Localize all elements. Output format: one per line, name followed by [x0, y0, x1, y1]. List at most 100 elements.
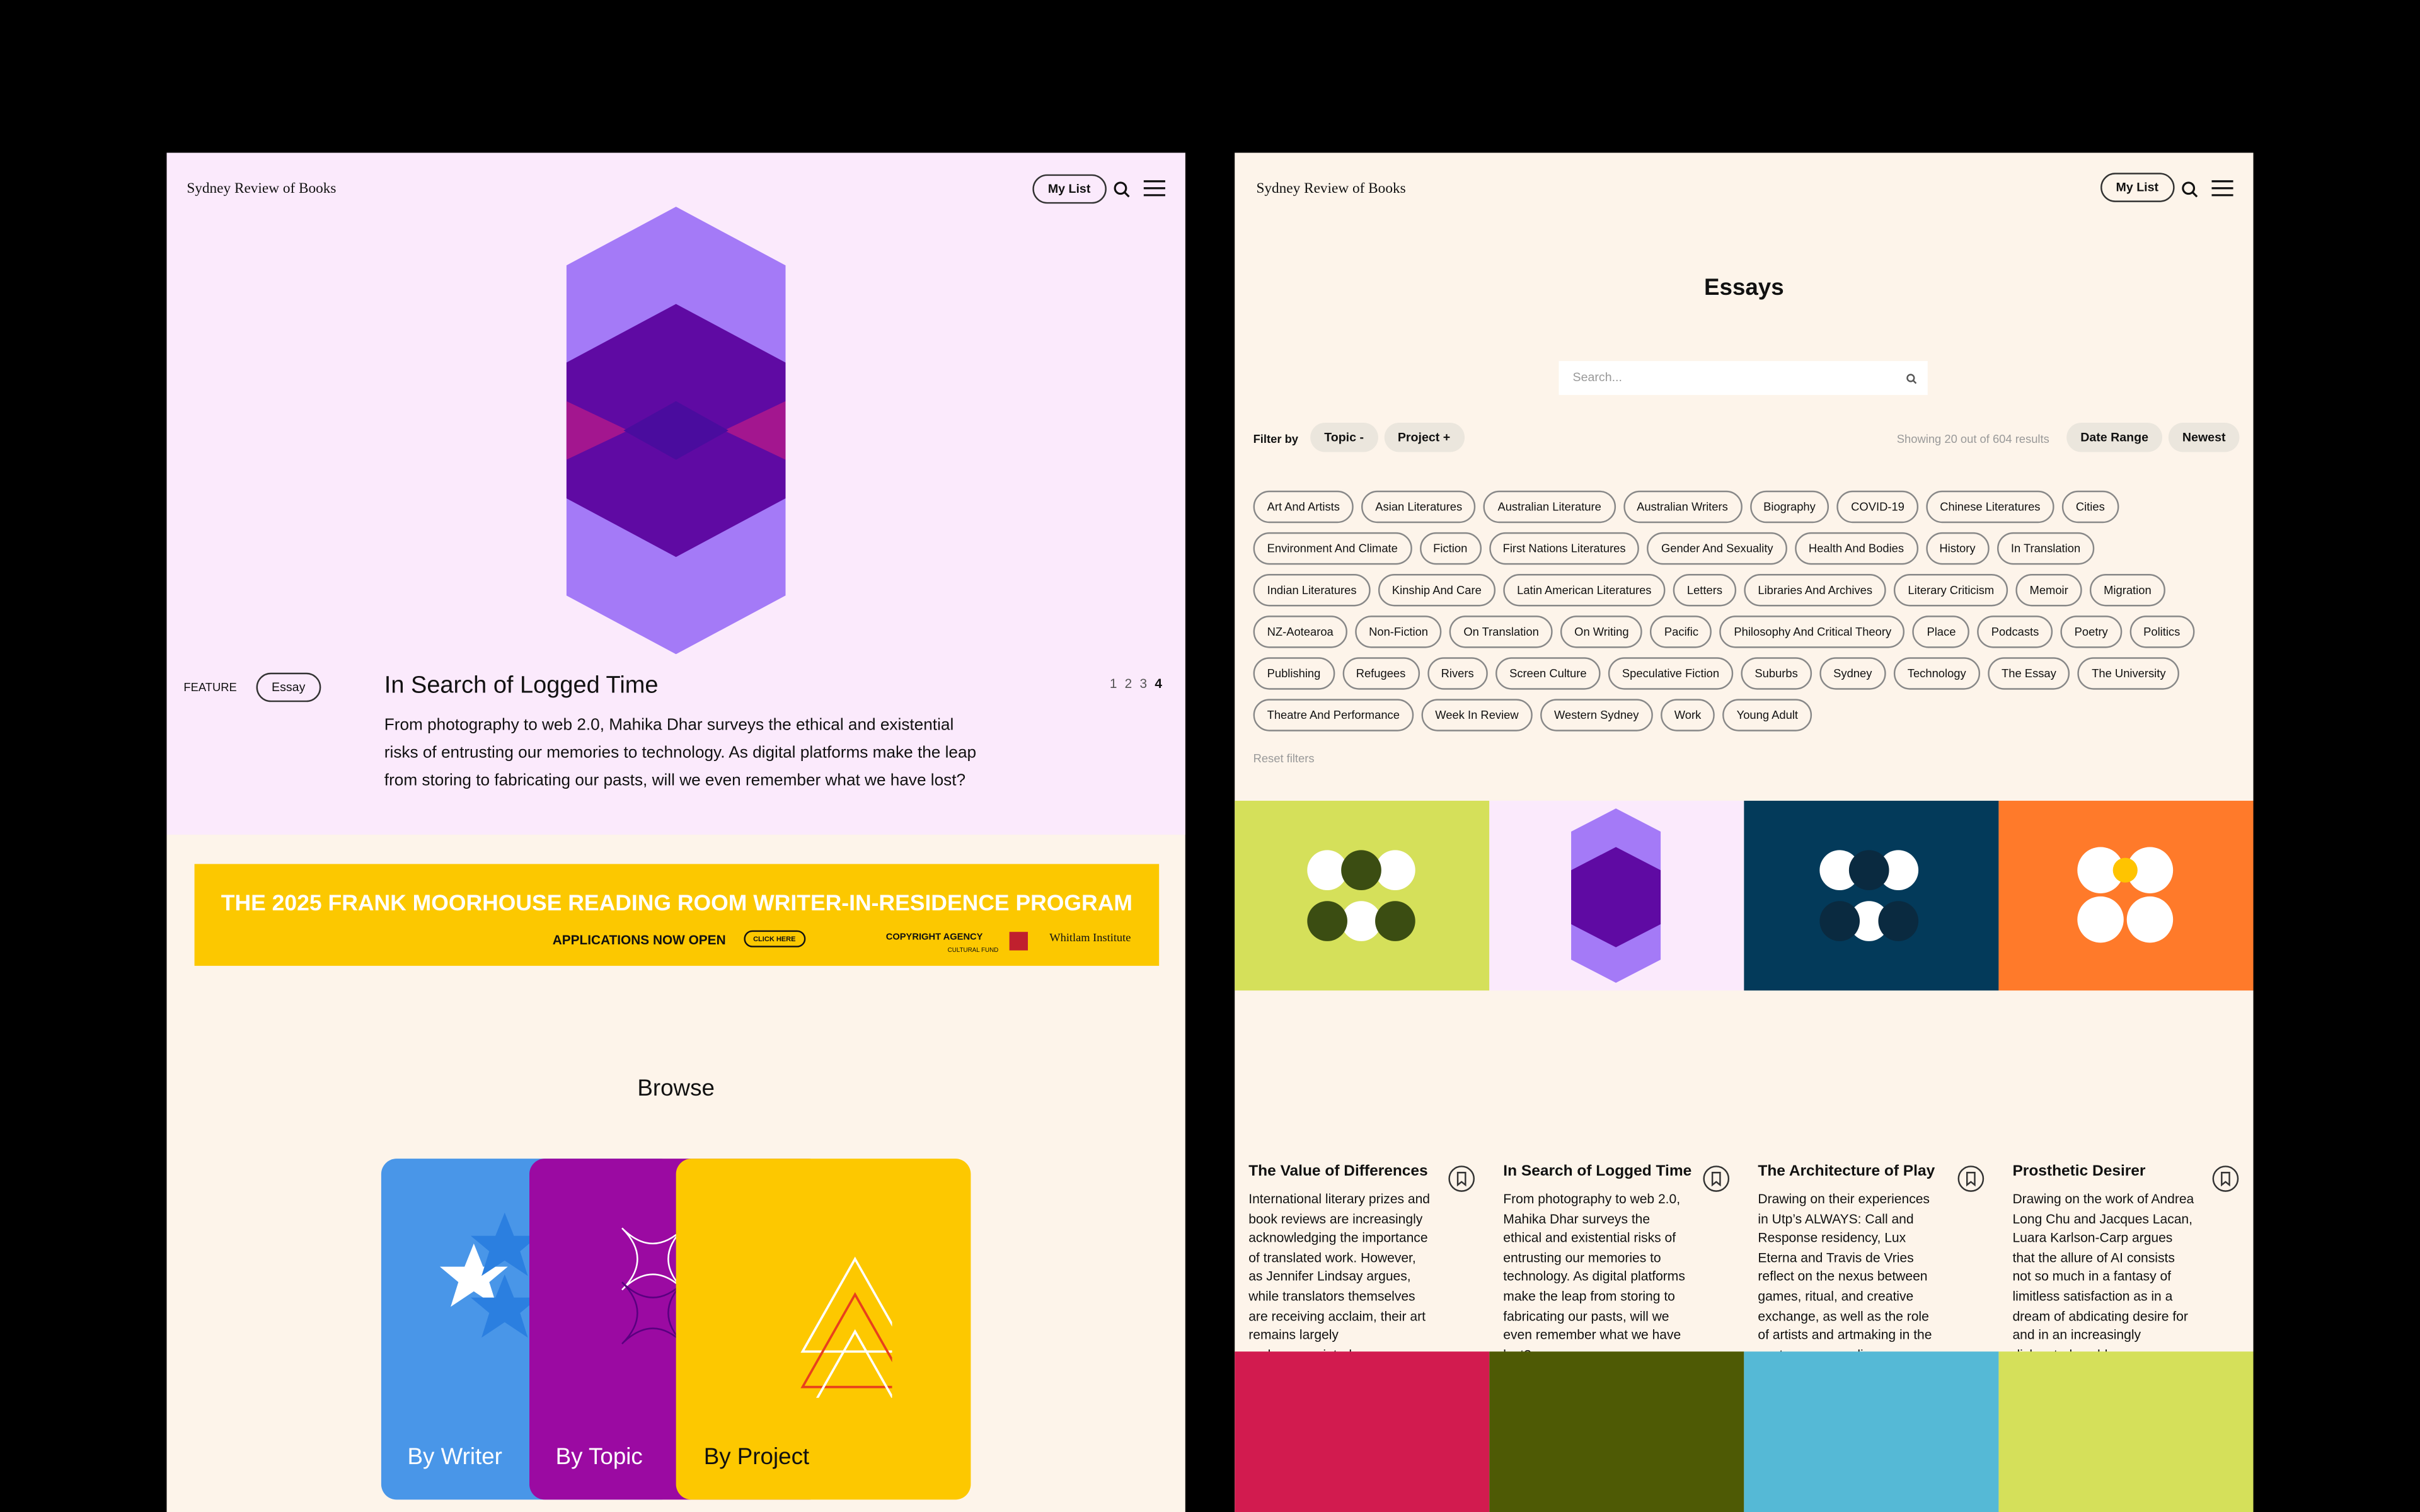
topic-tag[interactable]: COVID-19	[1837, 490, 1918, 524]
article-image[interactable]	[1998, 801, 2254, 991]
article-title[interactable]: In Search of Logged Time	[1503, 1163, 1692, 1181]
topic-tag[interactable]: Health And Bodies	[1794, 532, 1918, 565]
topic-tag[interactable]: Kinship And Care	[1378, 574, 1495, 607]
topic-tag[interactable]: The Essay	[1988, 657, 2070, 690]
topic-tag[interactable]: Cities	[2061, 490, 2119, 524]
topic-tag[interactable]: Migration	[2090, 574, 2165, 607]
topic-tag[interactable]: Podcasts	[1977, 616, 2053, 648]
topic-tag[interactable]: Chinese Literatures	[1926, 490, 2054, 524]
filter-button[interactable]: Project +	[1383, 423, 1465, 452]
topic-tag[interactable]: Theatre And Performance	[1253, 699, 1414, 731]
hero-tag[interactable]: Essay	[256, 672, 321, 702]
page-number[interactable]: 3	[1139, 675, 1148, 692]
topic-tag[interactable]: Rivers	[1427, 657, 1488, 690]
article-title[interactable]: Prosthetic Desirer	[2012, 1163, 2146, 1181]
article-image[interactable]	[1489, 801, 1744, 991]
article-image[interactable]	[1998, 1351, 2254, 1512]
search-box[interactable]: Search...	[1559, 361, 1928, 395]
topic-tag[interactable]: Technology	[1893, 657, 1980, 690]
site-name[interactable]: Sydney Review of Books	[1256, 181, 1406, 198]
topic-tag[interactable]: Indian Literatures	[1253, 574, 1371, 607]
browse-card[interactable]: By Project	[676, 1159, 971, 1500]
topic-tag[interactable]: Refugees	[1342, 657, 1420, 690]
topic-tag[interactable]: Western Sydney	[1540, 699, 1653, 731]
topic-tag[interactable]: Non-Fiction	[1355, 616, 1443, 648]
browse-heading: Browse	[637, 1075, 715, 1102]
my-list-button[interactable]: My List	[2100, 173, 2174, 202]
bookmark-button[interactable]	[1957, 1165, 1985, 1193]
my-list-button[interactable]: My List	[1032, 174, 1106, 204]
article-card: Prosthetic Desirer Drawing on the work of…	[2012, 1164, 2244, 1414]
search-icon[interactable]	[2181, 181, 2199, 199]
article-description: Drawing on the work of Andrea Long Chu a…	[2012, 1191, 2194, 1362]
article-image[interactable]	[1489, 1351, 1744, 1512]
sort-button[interactable]: Newest	[2168, 423, 2240, 452]
card-illustration	[707, 1197, 910, 1426]
topic-tag[interactable]: In Translation	[1997, 532, 2095, 565]
topic-tag[interactable]: Speculative Fiction	[1608, 657, 1734, 690]
article-image[interactable]	[1235, 1351, 1490, 1512]
article-image[interactable]	[1744, 1351, 1999, 1512]
sponsor-1-sub: CULTURAL FUND	[947, 946, 999, 954]
article-image[interactable]	[1744, 801, 1999, 991]
page-number[interactable]: 1	[1109, 675, 1117, 692]
topic-tag[interactable]: First Nations Literatures	[1489, 532, 1640, 565]
bookmark-button[interactable]	[2211, 1165, 2239, 1193]
topic-tag[interactable]: Young Adult	[1722, 699, 1812, 731]
topic-tag[interactable]: On Writing	[1560, 616, 1643, 648]
menu-icon[interactable]	[2211, 179, 2233, 197]
menu-icon[interactable]	[1143, 179, 1165, 197]
topic-tag[interactable]: NZ-Aotearoa	[1253, 616, 1347, 648]
topic-tag[interactable]: Asian Literatures	[1361, 490, 1477, 524]
bookmark-button[interactable]	[1702, 1165, 1730, 1193]
topic-tag[interactable]: Gender And Sexuality	[1647, 532, 1787, 565]
filter-label: Filter by	[1253, 432, 1299, 446]
topic-tag[interactable]: Sydney	[1819, 657, 1886, 690]
article-image[interactable]	[1235, 801, 1490, 991]
reset-filters[interactable]: Reset filters	[1253, 751, 1315, 765]
sort-button[interactable]: Date Range	[2066, 423, 2163, 452]
topic-tag[interactable]: Memoir	[2015, 574, 2082, 607]
topic-tag[interactable]: Latin American Literatures	[1503, 574, 1666, 607]
search-icon[interactable]	[1113, 181, 1131, 199]
bookmark-button[interactable]	[1448, 1165, 1475, 1193]
hero-illustration	[566, 207, 786, 655]
topic-tag[interactable]: Week In Review	[1421, 699, 1533, 731]
topic-tag[interactable]: Fiction	[1419, 532, 1482, 565]
topic-tag[interactable]: Politics	[2129, 616, 2194, 648]
topic-tag[interactable]: Australian Writers	[1623, 490, 1742, 524]
site-name[interactable]: Sydney Review of Books	[187, 181, 337, 198]
topic-tag[interactable]: On Translation	[1449, 616, 1553, 648]
topic-tag[interactable]: Work	[1660, 699, 1715, 731]
topic-tag[interactable]: History	[1925, 532, 1990, 565]
topic-tag[interactable]: Libraries And Archives	[1744, 574, 1887, 607]
banner-button[interactable]: CLICK HERE	[744, 930, 805, 948]
article-title[interactable]: The Value of Differences	[1248, 1163, 1428, 1181]
article-description: International literary prizes and book r…	[1248, 1191, 1431, 1362]
topic-tag[interactable]: Place	[1913, 616, 1970, 648]
topic-tag[interactable]: Suburbs	[1741, 657, 1812, 690]
topic-tag[interactable]: Art And Artists	[1253, 490, 1354, 524]
banner-title: THE 2025 FRANK MOORHOUSE READING ROOM WR…	[221, 891, 1132, 917]
topic-tag[interactable]: Biography	[1749, 490, 1829, 524]
filter-button[interactable]: Topic -	[1310, 423, 1378, 452]
topic-tag[interactable]: The University	[2078, 657, 2180, 690]
page-number[interactable]: 2	[1124, 675, 1132, 692]
topic-tag[interactable]: Literary Criticism	[1894, 574, 2008, 607]
hero-description: From photography to web 2.0, Mahika Dhar…	[384, 716, 977, 790]
topic-tag[interactable]: Letters	[1673, 574, 1737, 607]
topic-tag[interactable]: Pacific	[1650, 616, 1713, 648]
topic-tag[interactable]: Australian Literature	[1484, 490, 1615, 524]
hero-title[interactable]: In Search of Logged Time	[384, 672, 659, 699]
banner[interactable]: THE 2025 FRANK MOORHOUSE READING ROOM WR…	[194, 864, 1160, 966]
topic-tag[interactable]: Poetry	[2060, 616, 2122, 648]
topic-tag[interactable]: Philosophy And Critical Theory	[1720, 616, 1906, 648]
topic-tag[interactable]: Publishing	[1253, 657, 1335, 690]
topic-tag[interactable]: Environment And Climate	[1253, 532, 1412, 565]
article-title[interactable]: The Architecture of Play	[1758, 1163, 1935, 1181]
topic-tag[interactable]: Screen Culture	[1495, 657, 1601, 690]
page-number[interactable]: 4	[1155, 675, 1162, 692]
